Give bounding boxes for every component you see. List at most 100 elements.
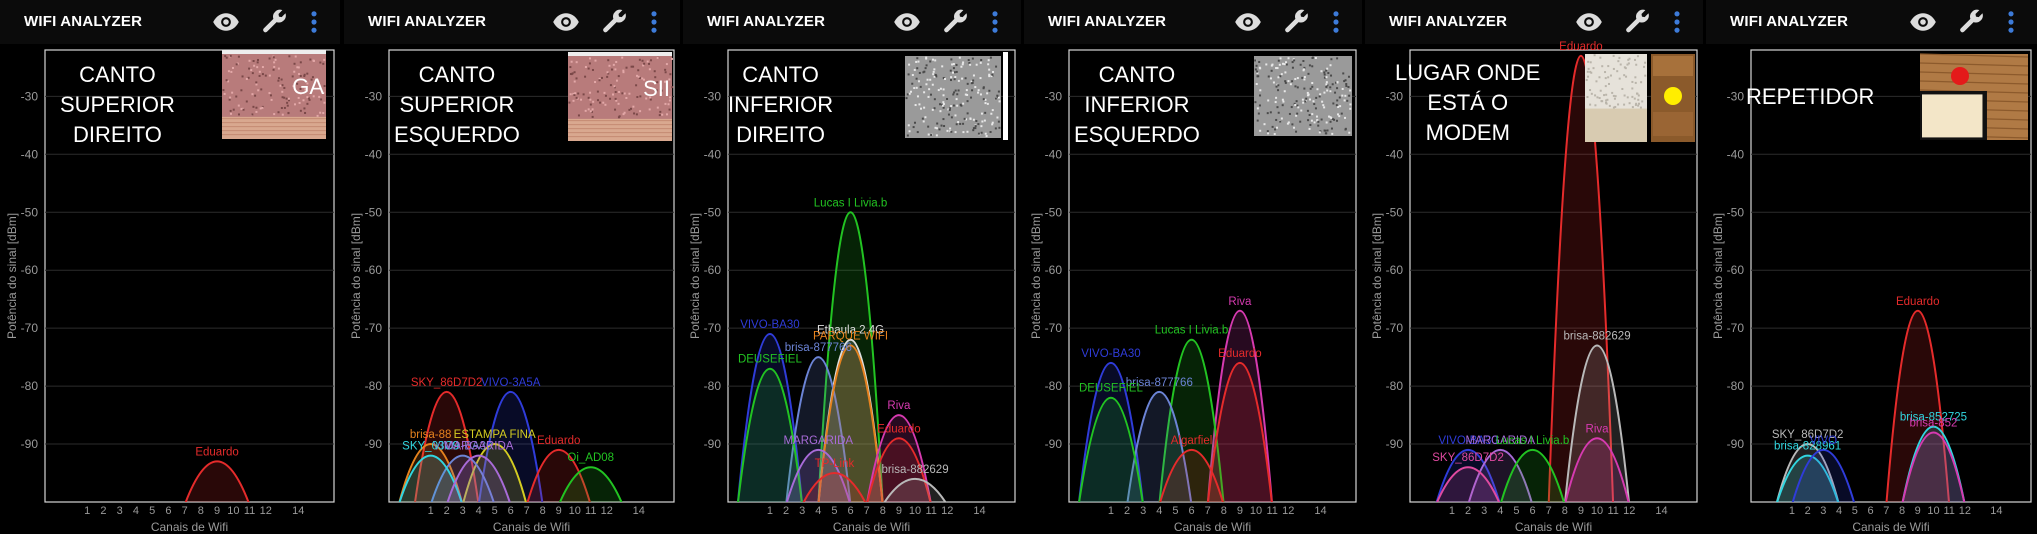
y-tick-label: -50 (1045, 205, 1063, 219)
x-tick-label: 5 (149, 505, 155, 517)
y-tick-label: -50 (704, 205, 722, 219)
location-photo (905, 52, 1008, 140)
caption-line: CANTO (394, 60, 520, 90)
x-tick-label: 14 (292, 505, 304, 517)
x-tick-label: 7 (1205, 505, 1211, 517)
x-tick-label: 8 (1899, 505, 1905, 517)
location-caption: REPETIDOR (1746, 82, 1874, 112)
y-tick-label: -60 (704, 263, 722, 277)
y-tick-label: -70 (365, 321, 383, 335)
x-axis-label: Canais de Wifi (1174, 520, 1251, 534)
caption-line: MODEM (1395, 118, 1540, 148)
x-tick-label: 12 (1282, 505, 1294, 517)
series-layer (185, 461, 250, 505)
y-tick-label: -50 (21, 205, 39, 219)
x-tick-label: 14 (973, 505, 985, 517)
network-label: Eduardo (537, 435, 580, 447)
x-tick-label: 11 (1943, 505, 1954, 517)
x-tick-label: 4 (1836, 505, 1842, 517)
photo-overlay-text: SII (643, 76, 670, 101)
x-tick-label: 9 (1578, 505, 1584, 517)
x-tick-label: 12 (1623, 505, 1635, 517)
x-tick-label: 10 (227, 505, 239, 517)
x-tick-label: 6 (1529, 505, 1535, 517)
caption-line: DIREITO (728, 120, 833, 150)
x-tick-label: 7 (524, 505, 530, 517)
x-tick-label: 7 (182, 505, 188, 517)
network-label: DEUSEFIEL (1079, 383, 1144, 395)
y-tick-label: -60 (21, 263, 39, 277)
y-tick-label: -80 (21, 379, 39, 393)
network-curve (1079, 398, 1143, 505)
y-tick-label: -50 (1386, 205, 1404, 219)
y-tick-label: -30 (365, 89, 383, 103)
x-tick-label: 14 (1990, 505, 2002, 517)
x-tick-label: 11 (1607, 505, 1618, 517)
y-tick-label: -60 (1727, 263, 1745, 277)
y-axis-label: Potência do sinal [dBm] (1029, 213, 1043, 339)
x-tick-label: 1 (1789, 505, 1795, 517)
y-tick-label: -50 (1727, 205, 1745, 219)
x-tick-label: 4 (1497, 505, 1503, 517)
y-tick-label: -40 (21, 147, 39, 161)
x-tick-label: 2 (100, 505, 106, 517)
y-tick-label: -80 (1727, 379, 1745, 393)
x-tick-label: 3 (117, 505, 123, 517)
location-caption: CANTO SUPERIOR DIREITO (60, 60, 175, 150)
y-tick-label: -50 (365, 205, 383, 219)
x-tick-label: 9 (556, 505, 562, 517)
network-label: VIVO (1810, 435, 1838, 447)
x-tick-label: 3 (1481, 505, 1487, 517)
x-tick-label: 11 (244, 505, 255, 517)
x-tick-label: 6 (508, 505, 514, 517)
x-tick-label: 9 (1237, 505, 1243, 517)
y-tick-label: -80 (365, 379, 383, 393)
x-tick-label: 4 (476, 505, 482, 517)
y-tick-label: -90 (1045, 437, 1063, 451)
x-tick-label: 6 (847, 505, 853, 517)
y-tick-label: -80 (1386, 379, 1404, 393)
x-tick-label: 14 (633, 505, 645, 517)
caption-line: SUPERIOR (394, 90, 520, 120)
network-label: Eduardo (1559, 41, 1602, 53)
x-tick-label: 5 (1513, 505, 1519, 517)
network-label: MARGARIDA (783, 435, 853, 447)
network-label: brisa-852 (1909, 417, 1957, 429)
x-tick-label: 5 (1172, 505, 1178, 517)
network-label: Lucas I Livia.b (1496, 435, 1570, 447)
y-tick-label: -70 (21, 321, 39, 335)
x-tick-label: 12 (941, 505, 953, 517)
x-tick-label: 9 (1915, 505, 1921, 517)
y-tick-label: -90 (1386, 437, 1404, 451)
location-photo: SII (568, 52, 673, 141)
x-tick-label: 4 (815, 505, 821, 517)
network-label: SKY_86D7D2 (411, 377, 483, 389)
analyzer-panel-3: WIFI ANALYZER -30 -40 -50 -60 -70 -80 -90 1 2 3 4 5 6… (683, 0, 1021, 534)
network-label: Algarfiel (1171, 435, 1213, 447)
x-tick-label: 11 (1266, 505, 1277, 517)
y-tick-label: -60 (1045, 263, 1063, 277)
x-tick-label: 10 (1250, 505, 1262, 517)
y-tick-label: -40 (1727, 147, 1745, 161)
network-label: ESTAMPA FINA (454, 429, 536, 441)
x-tick-label: 2 (1465, 505, 1471, 517)
y-tick-label: -90 (21, 437, 39, 451)
x-tick-label: 14 (1655, 505, 1667, 517)
y-tick-label: -30 (21, 89, 39, 103)
x-tick-label: 2 (1124, 505, 1130, 517)
network-label: Lucas I Livia.b (1155, 325, 1229, 337)
x-tick-label: 3 (1140, 505, 1146, 517)
y-tick-label: -70 (1386, 321, 1404, 335)
network-label: brisa-877766 (785, 342, 852, 354)
caption-line: REPETIDOR (1746, 82, 1874, 112)
x-axis-label: Canais de Wifi (1515, 520, 1592, 534)
network-label: brisa-88 (410, 429, 452, 441)
x-tick-label: 7 (1546, 505, 1552, 517)
network-label: Eduardo (877, 423, 920, 435)
y-tick-label: -40 (704, 147, 722, 161)
x-tick-label: 6 (1867, 505, 1873, 517)
location-caption: LUGAR ONDE ESTÁ O MODEM (1395, 58, 1540, 148)
network-label: brisa-882629 (881, 464, 948, 476)
x-tick-label: 3 (799, 505, 805, 517)
x-tick-label: 8 (540, 505, 546, 517)
